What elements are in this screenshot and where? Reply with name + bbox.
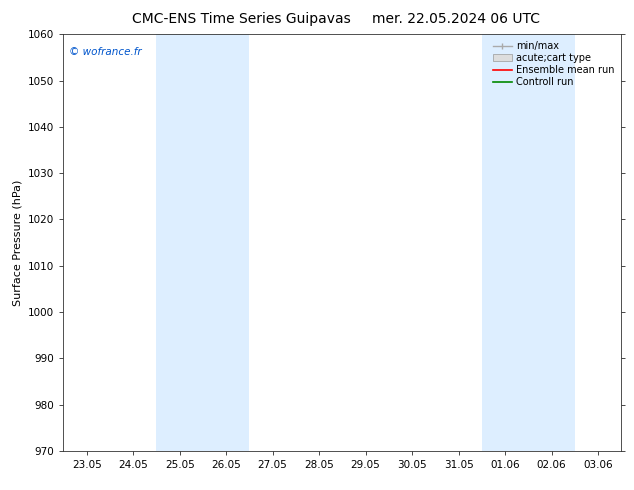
Bar [482, 34, 575, 451]
Text: CMC-ENS Time Series Guipavas: CMC-ENS Time Series Guipavas [131, 12, 351, 26]
Bar [157, 34, 249, 451]
Legend: min/max, acute;cart type, Ensemble mean run, Controll run: min/max, acute;cart type, Ensemble mean … [491, 39, 616, 89]
Y-axis label: Surface Pressure (hPa): Surface Pressure (hPa) [13, 179, 23, 306]
Text: © wofrance.fr: © wofrance.fr [69, 47, 141, 57]
Text: mer. 22.05.2024 06 UTC: mer. 22.05.2024 06 UTC [373, 12, 540, 26]
